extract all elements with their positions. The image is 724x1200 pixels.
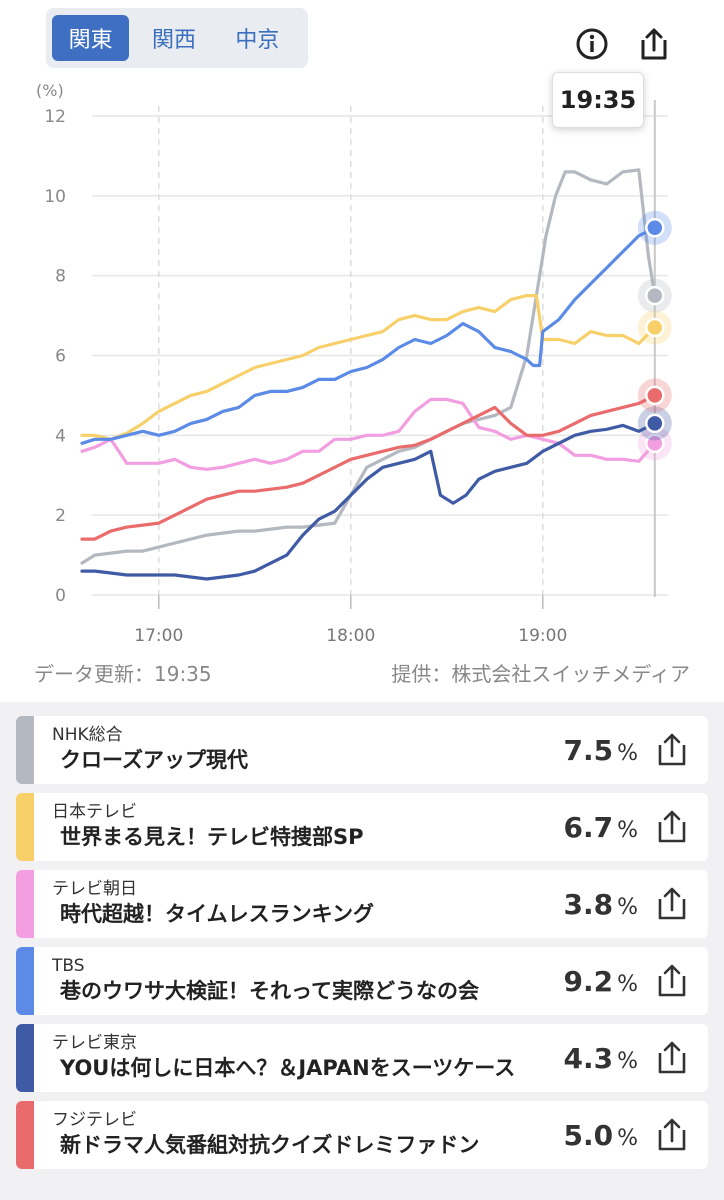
rating-unit: % xyxy=(617,818,638,843)
program-card-tbs[interactable]: TBS 巷のウワサ大検証！それって実際どうなの会 9.2% xyxy=(16,947,708,1015)
region-tab-kansai[interactable]: 関西 xyxy=(151,28,196,53)
rating-number: 6.7 xyxy=(563,811,614,844)
program-card-ntv[interactable]: 日本テレビ 世界まる見え！テレビ特捜部SP 6.7% xyxy=(16,793,708,861)
rating-number: 9.2 xyxy=(563,965,614,998)
share-icon[interactable] xyxy=(654,808,690,846)
channel-color-bar xyxy=(16,793,34,861)
y-tick-label: 2 xyxy=(55,506,66,526)
channel-name: テレビ東京 xyxy=(52,1033,137,1053)
program-card-tx[interactable]: テレビ東京 YOUは何しに日本へ？＆JAPANをスーツケース 4.3% xyxy=(16,1024,708,1092)
program-title: 時代超越！タイムレスランキング xyxy=(60,902,374,926)
share-icon[interactable] xyxy=(654,962,690,1000)
chart-panel: 関東 関西 中京 (%) 0 2 4 6 8 10 12 17:00 18:00 19:00 19:… xyxy=(34,8,690,686)
rating-number: 3.8 xyxy=(563,888,614,921)
series-marker-ntv xyxy=(645,317,665,338)
rating-unit: % xyxy=(617,972,638,997)
region-tab-kanto[interactable]: 関東 xyxy=(52,15,130,61)
series-line-tbs xyxy=(80,226,657,445)
provider-text: 提供：株式会社スイッチメディア xyxy=(391,662,690,686)
series-marker-cx xyxy=(645,385,665,406)
share-icon[interactable] xyxy=(654,1116,690,1154)
x-tick-label: 18:00 xyxy=(326,626,375,646)
y-tick-label: 4 xyxy=(55,426,66,446)
region-selector: 関東 関西 中京 xyxy=(46,8,308,68)
info-button[interactable] xyxy=(572,24,612,64)
rating-number: 5.0 xyxy=(563,1119,614,1152)
program-title: YOUは何しに日本へ？＆JAPANをスーツケース xyxy=(60,1056,516,1080)
rating-number: 4.3 xyxy=(563,1042,614,1075)
channel-color-bar xyxy=(16,947,34,1015)
rating-number: 7.5 xyxy=(563,734,614,767)
series-line-nhk xyxy=(80,168,657,565)
info-icon xyxy=(576,28,608,60)
program-title: 巷のウワサ大検証！それって実際どうなの会 xyxy=(60,979,479,1003)
rating-unit: % xyxy=(617,895,638,920)
rating-unit: % xyxy=(617,1049,638,1074)
channel-name: テレビ朝日 xyxy=(52,879,137,899)
channel-name: フジテレビ xyxy=(52,1110,137,1130)
x-tick-label: 17:00 xyxy=(134,626,183,646)
channel-color-bar xyxy=(16,716,34,784)
series-line-tx xyxy=(80,421,657,581)
rating-value: 5.0% xyxy=(563,1119,638,1152)
share-icon[interactable] xyxy=(654,885,690,923)
program-card-cx[interactable]: フジテレビ 新ドラマ人気番組対抗クイズドレミファドン 5.0% xyxy=(16,1101,708,1169)
share-icon xyxy=(641,28,667,60)
channel-color-bar xyxy=(16,1024,34,1092)
series-marker-nhk xyxy=(645,285,665,306)
region-tab-chukyo[interactable]: 中京 xyxy=(235,28,280,53)
channel-name: 日本テレビ xyxy=(52,802,137,822)
channel-name: NHK総合 xyxy=(52,725,123,745)
rating-value: 9.2% xyxy=(563,965,638,998)
series-marker-ex xyxy=(645,433,665,454)
share-icon[interactable] xyxy=(654,1039,690,1077)
data-updated-text: データ更新：19:35 xyxy=(34,662,212,686)
series-marker-tbs xyxy=(645,218,665,238)
channel-color-bar xyxy=(16,1101,34,1169)
series-line-cx xyxy=(80,393,657,541)
rating-value: 6.7% xyxy=(563,811,638,844)
program-card-nhk[interactable]: NHK総合 クローズアップ現代 7.5% xyxy=(16,716,708,784)
rating-unit: % xyxy=(617,741,638,766)
y-tick-label: 10 xyxy=(44,187,66,207)
channel-name: TBS xyxy=(52,956,85,976)
program-card-ex[interactable]: テレビ朝日 時代超越！タイムレスランキング 3.8% xyxy=(16,870,708,938)
y-tick-label: 12 xyxy=(44,107,66,127)
rating-value: 4.3% xyxy=(563,1042,638,1075)
share-chart-button[interactable] xyxy=(634,24,674,64)
ratings-line-chart: (%) 0 2 4 6 8 10 12 17:00 18:00 19:00 xyxy=(36,81,672,646)
rating-value: 7.5% xyxy=(563,734,638,767)
share-icon[interactable] xyxy=(654,731,690,769)
program-title: クローズアップ現代 xyxy=(60,748,248,772)
x-tick-label: 19:00 xyxy=(518,626,567,646)
program-list: NHK総合 クローズアップ現代 7.5% 日本テレビ 世界まる見え！テレビ特捜部… xyxy=(0,702,724,1200)
series-line-ntv xyxy=(80,294,657,441)
y-tick-label: 0 xyxy=(55,586,66,606)
rating-unit: % xyxy=(617,1126,638,1151)
rating-value: 3.8% xyxy=(563,888,638,921)
time-tooltip: 19:35 xyxy=(552,72,644,128)
program-title: 新ドラマ人気番組対抗クイズドレミファドン xyxy=(60,1133,480,1157)
y-tick-label: 6 xyxy=(55,347,66,367)
y-tick-label: 8 xyxy=(55,267,66,287)
program-title: 世界まる見え！テレビ特捜部SP xyxy=(60,825,364,849)
series-marker-tx xyxy=(645,413,665,434)
channel-color-bar xyxy=(16,870,34,938)
y-axis-unit: (%) xyxy=(36,81,64,100)
